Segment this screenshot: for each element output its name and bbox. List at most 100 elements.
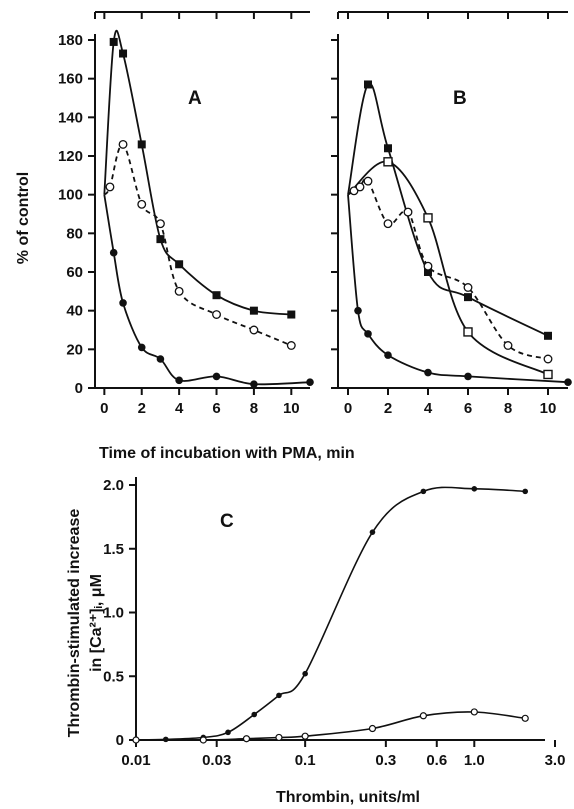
panel-a-series-0-point [212,291,221,300]
panel-a-x-tick-label: 0 [100,400,108,417]
panel-a-y-axis-title: % of control [15,172,32,264]
panel-b-x-tick-label: 2 [384,400,392,417]
panel-a-x-tick-label: 10 [283,400,300,417]
panel-c-series-0-point [162,736,169,743]
panel-a-series-0-point [287,310,296,319]
panel-a-series-2-point [119,299,127,307]
panel-b-series-1-point [383,157,393,167]
panel-c-x-tick-label: 0.01 [121,752,150,769]
panel-a-series-2-point [156,355,165,363]
panel-a-y-tick-label: 140 [58,109,83,126]
panel-a-series-2-point [109,248,118,257]
panel-c-series-0-point [471,486,478,492]
panel-c-x-tick-label: 0.6 [426,752,447,769]
panel-b-series-1-line [347,160,549,376]
panel-b-series-2-point [363,176,373,186]
panel-c-axes: 0.01 0.03 0.1 0.3 0.6 1.0 3.0 0 0.5 1.0 1.5 2.0 [103,477,565,769]
panel-b-series-0-point [364,80,372,89]
panel-b-series-0-line [347,82,549,337]
panel-a-series-1-point [249,325,259,335]
panel-a-series-1-point [137,199,147,209]
panel-b-series-3-point [384,351,392,359]
panel-a-series-1-point [174,286,184,296]
panel-c-series-1-point [242,735,251,743]
panel-c-series-1-point [521,714,529,722]
panel-a-series-1-point [286,341,296,350]
panel-c-x-tick-label: 0.1 [295,752,316,769]
panel-b-x-tick-label: 6 [464,400,472,417]
panel-c-y-axis-title-line1: Thrombin-stimulated increase [66,509,83,738]
panel-b-series-2-line [347,178,549,360]
panel-c-x-axis-title: Thrombin, units/ml [276,789,420,806]
panel-a-series-0-point [156,235,165,244]
panel-a-series-1-point [155,219,165,229]
panel-a-x-tick-label: 6 [212,400,220,417]
panel-a-series-2-point [137,343,146,352]
panel-b-series-1-point [463,327,473,337]
panel-c-series-0-point [225,729,231,736]
panel-b-series-0-point [424,268,432,276]
panel-a-series-2-point [306,378,314,387]
panel-b-label: B [453,88,467,109]
panel-a-y-tick-label: 160 [58,71,83,88]
panel-a-y-tick-label: 120 [58,148,83,165]
panel-c-series-1-point [301,732,309,740]
panel-b-series-0-point [544,331,552,340]
panel-b-series-3-point [354,306,362,315]
panel-a-y-tick-label: 20 [66,341,83,358]
panel-a-series-0-point [249,306,258,315]
panel-c-series-0-point [276,692,282,699]
panel-b: B 0 2 4 6 8 10 [331,34,572,417]
panel-c-series-1-point [368,724,377,733]
panel-b-series-3-point [364,330,372,338]
panel-b-x-tick-label: 4 [424,400,433,417]
panel-b-curves [347,82,569,384]
panel-a-series-2-point [175,376,183,385]
panel-a-y-tick-label: 40 [66,303,83,320]
panel-a-series-1-point [212,310,221,319]
panel-c-y-axis-title-line2: in [Ca²⁺]ᵢ, μM [88,574,105,672]
panel-b-series-2-point [403,207,413,217]
panel-c-y-tick-label: 1.0 [103,605,124,622]
panel-a-series-0-point [109,37,118,46]
panel-c-x-tick-label: 1.0 [464,752,485,769]
panel-b-x-tick-label: 10 [540,400,557,417]
panel-a-x-tick-label: 4 [175,400,184,417]
panel-b-series-0-point [384,144,392,153]
panel-c-y-tick-label: 0.5 [103,668,124,685]
panel-a-series-1-point [118,139,128,149]
panel-a-x-tick-label: 8 [250,400,258,417]
panel-c-y-tick-label: 2.0 [103,477,124,494]
panel-b-series-2-point [503,341,513,350]
panel-a-markers [105,37,314,388]
panel-c-curves [135,486,526,741]
panel-b-series-3-line [347,194,569,384]
panel-a-series-0-point [137,140,146,149]
panel-b-x-tick-label: 8 [504,400,512,417]
panel-b-series-2-point [463,283,473,292]
panel-b-series-2-point [543,354,553,364]
panel-a-y-tick-label: 0 [75,380,83,397]
panel-c-series-1-point [132,736,140,744]
panel-b-series-3-point [424,368,432,377]
panel-c-series-0-point [369,529,376,535]
panel-a-curves [103,29,311,386]
panel-b-x-tick-label: 0 [344,400,352,417]
panel-a-y-tick-label: 100 [58,187,83,204]
panel-a-y-tick-label: 180 [58,32,83,49]
panel-c-x-tick-label: 3.0 [545,752,566,769]
panel-a-series-0-point [119,49,128,58]
panel-a-series-2-point [212,372,221,381]
panel-c-series-0-line [135,486,526,741]
panel-c-x-tick-label: 0.3 [375,752,396,769]
panel-c-x-tick-label: 0.03 [202,752,231,769]
panel-b-axes: 0 2 4 6 8 10 [331,34,568,417]
panel-c-series-1-point [470,708,478,716]
top-frame-rulers [94,11,568,19]
panel-c-series-0-point [522,488,529,495]
panel-a-x-tick-label: 2 [138,400,146,417]
panel-b-series-1-point [543,369,553,380]
panel-a-y-tick-label: 60 [66,264,83,281]
